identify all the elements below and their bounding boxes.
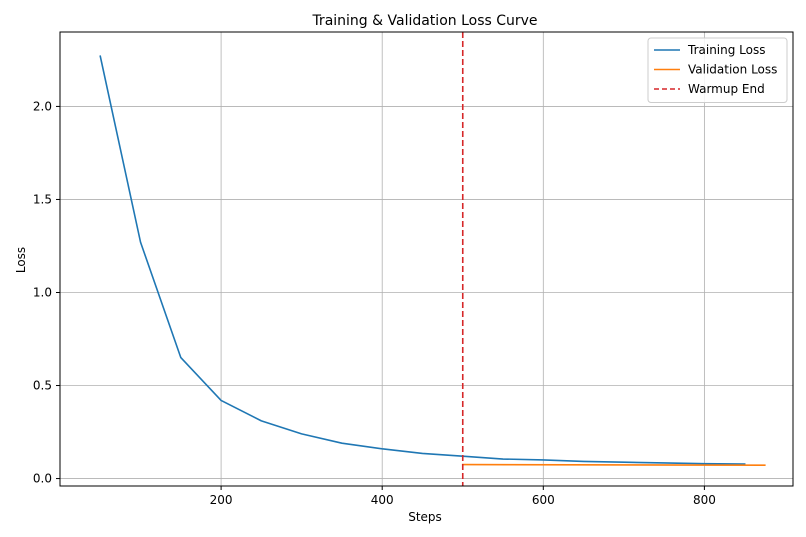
x-tick-label: 400	[371, 493, 394, 507]
grid-lines	[60, 32, 793, 486]
x-tick-label: 200	[210, 493, 233, 507]
series-layer	[99, 32, 766, 486]
y-tick-label: 0.5	[33, 379, 52, 393]
legend-label: Warmup End	[688, 82, 765, 96]
legend: Training Loss Validation Loss Warmup End	[647, 37, 788, 103]
y-tick-label: 0.0	[33, 472, 52, 486]
series-line-validation-loss	[461, 463, 766, 466]
y-tick-label: 1.5	[33, 192, 52, 206]
legend-label: Validation Loss	[688, 63, 777, 77]
y-axis-label: Loss	[14, 247, 28, 273]
x-axis-label: Steps	[408, 510, 442, 524]
series-line-training-loss	[99, 55, 746, 465]
legend-box	[647, 37, 788, 103]
axis-ticks: 200 400 600 800 0.0 0.5 1.0 1.5 2.0	[33, 99, 716, 507]
x-tick-label: 600	[532, 493, 555, 507]
y-tick-label: 2.0	[33, 99, 52, 113]
legend-label: Training Loss	[687, 43, 765, 57]
plot-frame	[59, 31, 794, 487]
x-tick-label: 800	[693, 493, 716, 507]
chart-title: Training & Validation Loss Curve	[311, 13, 537, 29]
y-tick-label: 1.0	[33, 285, 52, 299]
